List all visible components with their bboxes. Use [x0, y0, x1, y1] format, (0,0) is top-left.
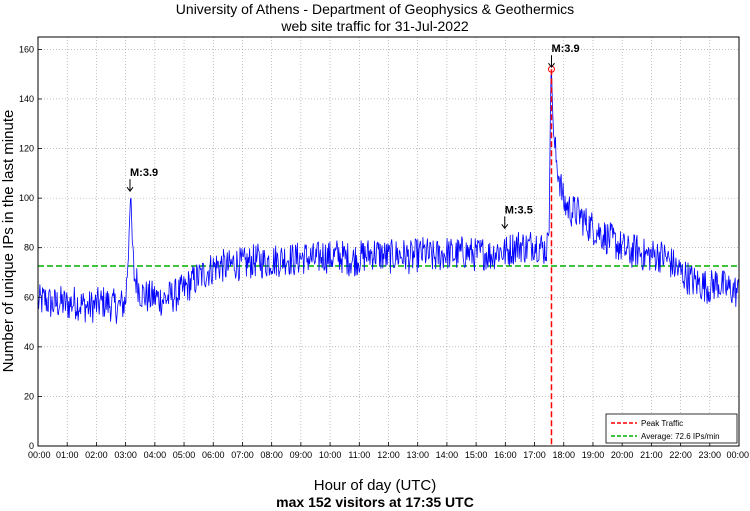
x-tick-label: 04:00: [144, 450, 167, 460]
footer-max-visitors: max 152 visitors at 17:35 UTC: [276, 494, 474, 510]
x-tick-label: 05:00: [173, 450, 196, 460]
y-tick-label: 100: [19, 193, 34, 203]
chart-title: University of Athens - Department of Geo…: [176, 1, 574, 17]
x-tick-label: 15:00: [465, 450, 488, 460]
x-tick-label: 20:00: [611, 450, 634, 460]
x-tick-label: 00:00: [28, 450, 51, 460]
x-tick-label: 02:00: [85, 450, 108, 460]
annotation-label: M:3.9: [130, 167, 158, 179]
annotation-label: M:3.5: [505, 204, 533, 216]
x-tick-label: 18:00: [552, 450, 575, 460]
x-tick-label: 19:00: [582, 450, 605, 460]
y-tick-label: 40: [24, 342, 34, 352]
x-tick-label: 23:00: [699, 450, 722, 460]
x-tick-label: 06:00: [202, 450, 225, 460]
x-axis-label: Hour of day (UTC): [314, 477, 437, 494]
legend-label-average: Average: 72.6 IPs/min: [641, 432, 720, 441]
annotation-arrow-head: [126, 186, 134, 192]
x-tick-label: 01:00: [56, 450, 79, 460]
x-axis-ticks: 00:00 01:00 02:00 03:00 04:00 05:00 06:00 07:00…: [28, 442, 749, 460]
x-tick-label: 22:00: [669, 450, 692, 460]
series-traffic: [37, 74, 740, 324]
x-tick-label: 17:00: [523, 450, 546, 460]
y-tick-label: 160: [19, 44, 34, 54]
y-tick-label: 80: [24, 243, 34, 253]
x-tick-label: 13:00: [406, 450, 429, 460]
grid: [38, 37, 739, 446]
x-tick-label: 08:00: [260, 450, 283, 460]
legend: Peak Traffic Average: 72.6 IPs/min: [605, 413, 738, 444]
x-tick-label: 12:00: [377, 450, 400, 460]
y-tick-label: 60: [24, 292, 34, 302]
x-tick-label: 16:00: [494, 450, 517, 460]
x-tick-label: 10:00: [319, 450, 342, 460]
x-tick-label: 11:00: [348, 450, 370, 460]
series-line: [37, 74, 740, 324]
x-tick-label: 14:00: [436, 450, 459, 460]
legend-label-peak: Peak Traffic: [641, 419, 683, 428]
y-tick-label: 20: [24, 391, 34, 401]
chart-subtitle: web site traffic for 31-Jul-2022: [280, 18, 468, 34]
x-tick-label: 09:00: [290, 450, 313, 460]
annotation-arrow-head: [548, 62, 555, 69]
x-tick-label: 07:00: [231, 450, 254, 460]
x-tick-label: 21:00: [640, 450, 663, 460]
y-tick-label: 120: [19, 144, 34, 154]
y-axis-label: Number of unique IPs in the last minute: [0, 110, 17, 373]
x-tick-label: 03:00: [114, 450, 137, 460]
annotation-label: M:3.9: [551, 43, 579, 55]
y-axis-ticks: 0 20 40 60 80 100 120 140 160: [19, 44, 42, 451]
annotation-arrow-head: [501, 224, 509, 230]
y-tick-label: 140: [19, 94, 34, 104]
y-tick-label: 0: [29, 441, 34, 451]
legend-box: [605, 413, 738, 444]
annotations: M:3.9 M:3.5 M:3.9: [126, 43, 580, 230]
x-tick-label: 00:00: [726, 450, 749, 460]
